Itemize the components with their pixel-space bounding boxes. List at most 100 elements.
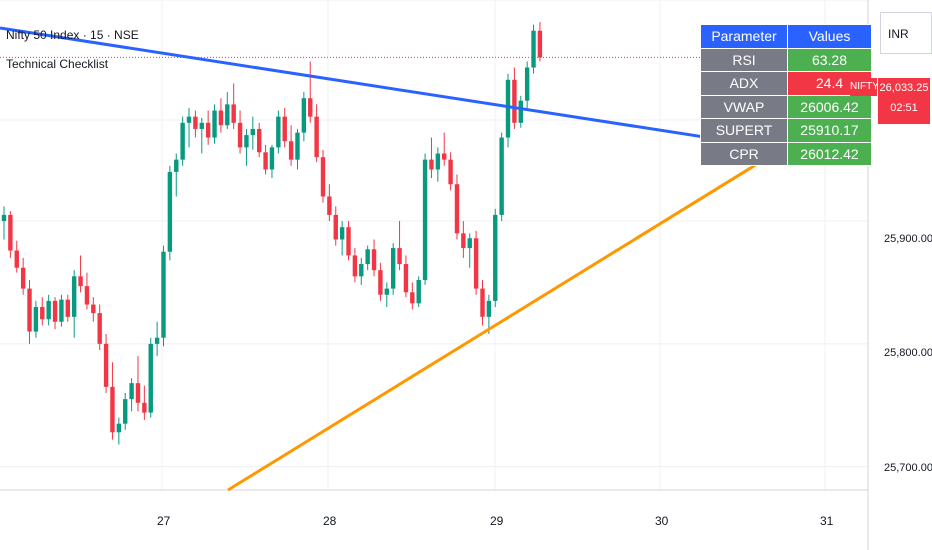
candle-body [116, 423, 122, 433]
candle-body [378, 270, 383, 295]
candle-body [244, 135, 249, 148]
param-name: RSI [700, 47, 788, 72]
candle-body [59, 299, 64, 322]
currency-label: INR [888, 27, 909, 41]
grid-lines [0, 0, 869, 550]
candle-body [71, 276, 77, 317]
candle-body [103, 343, 109, 387]
candle-body [524, 67, 530, 101]
candle-body [537, 30, 543, 58]
candle-body [193, 116, 198, 129]
candle-body [84, 286, 90, 305]
table-row: SUPERT 25910.17 [700, 118, 872, 143]
candle-body [129, 383, 134, 400]
y-tick-label: 25,700.00 [884, 462, 932, 474]
lower-trendline [227, 154, 771, 492]
candle-body [237, 122, 243, 148]
candle-body [308, 98, 313, 117]
candle-body [467, 238, 472, 249]
candle-body [429, 159, 434, 170]
table-row: RSI 63.28 [700, 47, 872, 72]
currency-button[interactable]: INR [880, 12, 932, 54]
candle-body [339, 227, 345, 240]
x-tick-label: 27 [157, 514, 171, 528]
candle-body [154, 337, 160, 344]
symbol-title[interactable]: Nifty 50 Index · 15 · NSE [6, 28, 139, 42]
candle-body [97, 313, 102, 344]
y-tick-label: 25,800.00 [884, 347, 932, 359]
candle-body [218, 110, 224, 126]
symbol-price-tag: NIFTY [850, 78, 879, 96]
candle-body [301, 98, 307, 133]
table-row: CPR 26012.42 [700, 141, 872, 166]
candle-body [205, 122, 211, 138]
candle-body [257, 128, 262, 153]
candle-body [27, 288, 32, 332]
param-value: 26006.42 [787, 94, 872, 119]
candle-body [52, 300, 58, 322]
candle-body [333, 214, 338, 240]
indicator-name[interactable]: Technical Checklist [6, 57, 109, 71]
candles-group [1, 22, 543, 445]
candle-body [295, 132, 300, 160]
x-tick-label: 29 [490, 514, 504, 528]
candle-body [20, 267, 26, 289]
candle-body [505, 79, 511, 138]
candle-body [403, 264, 409, 293]
candle-body [263, 152, 268, 170]
candle-body [180, 122, 185, 160]
candle-body [282, 116, 287, 142]
table-row: ADX 24.4 [700, 71, 872, 96]
candle-body [435, 153, 441, 170]
table-row: VWAP 26006.42 [700, 94, 872, 119]
candle-body [320, 157, 326, 197]
candle-body [231, 104, 236, 123]
candle-body [461, 233, 466, 249]
candle-body [359, 264, 364, 277]
param-value: 63.28 [787, 47, 872, 72]
candle-body [371, 249, 377, 271]
candle-body [499, 137, 504, 215]
candle-body [135, 383, 141, 403]
candle-body [397, 248, 402, 265]
candle-body [384, 288, 389, 295]
candle-body [518, 100, 523, 123]
candle-body [8, 214, 13, 251]
candle-body [148, 343, 153, 413]
candle-body [225, 104, 230, 126]
candle-body [454, 184, 460, 234]
candle-body [486, 300, 492, 317]
candle-body [78, 276, 83, 287]
candle-body [276, 116, 281, 148]
x-tick-label: 30 [655, 514, 669, 528]
candle-body [46, 300, 51, 320]
candle-body [167, 171, 173, 252]
candle-body [473, 238, 479, 289]
table-header-row: Parameter Values [700, 24, 872, 49]
last-price-value: 26,033.25 [879, 82, 929, 94]
candle-body [14, 250, 19, 268]
candle-body [365, 249, 370, 265]
param-name: SUPERT [700, 118, 788, 143]
candle-body [161, 251, 166, 338]
candle-body [212, 110, 217, 138]
candle-body [390, 248, 396, 289]
candle-body [269, 147, 275, 170]
candle-body [123, 399, 128, 424]
table-header-values: Values [787, 24, 872, 49]
technical-checklist-table: Parameter Values RSI 63.28 ADX 24.4 VWAP… [700, 24, 872, 166]
candle-body [314, 116, 319, 158]
candle-body [410, 292, 415, 304]
candle-body [110, 386, 115, 433]
candle-body [186, 116, 192, 123]
bar-countdown: 02:51 [890, 102, 918, 114]
candle-body [327, 196, 332, 215]
candle-body [199, 122, 204, 129]
table-header-parameter: Parameter [700, 24, 788, 49]
candle-body [288, 141, 294, 160]
candle-body [531, 30, 536, 68]
param-name: CPR [700, 141, 788, 166]
candle-body [512, 79, 517, 123]
candle-body [442, 153, 447, 160]
